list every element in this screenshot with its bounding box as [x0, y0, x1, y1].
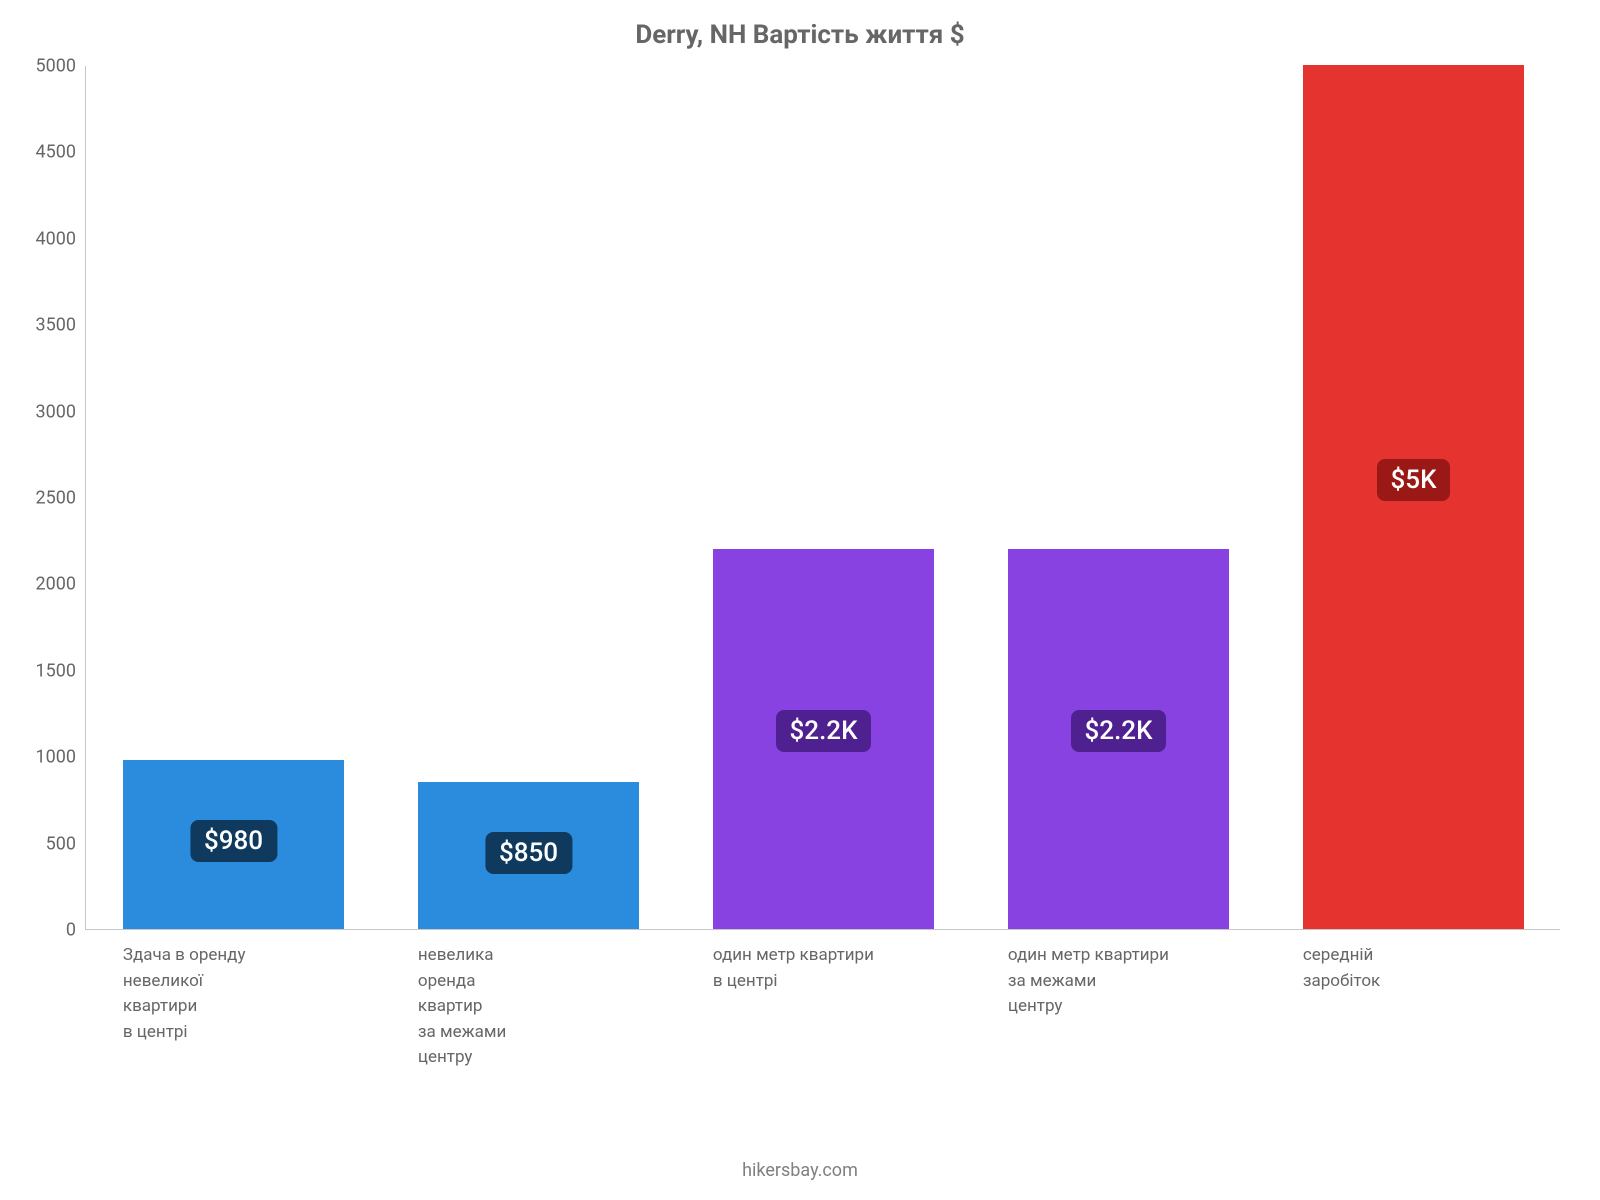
bar: $980	[123, 760, 344, 929]
bar: $850	[418, 782, 639, 929]
bar: $2.2K	[1008, 549, 1229, 929]
ytick-label: 2000	[36, 574, 86, 595]
xtick-label: один метр квартири за межами центру	[1008, 929, 1229, 1020]
xtick-label: один метр квартири в центрі	[713, 929, 934, 994]
cost-of-living-chart: Derry, NH Вартість життя $ 0500100015002…	[0, 0, 1600, 1200]
bar: $2.2K	[713, 549, 934, 929]
bar-value-label: $2.2K	[776, 710, 872, 752]
ytick-label: 1000	[36, 747, 86, 768]
chart-title: Derry, NH Вартість життя $	[0, 20, 1600, 50]
bar-value-label: $2.2K	[1071, 710, 1167, 752]
bar-value-label: $980	[190, 820, 277, 862]
xtick-label: Здача в оренду невеликої квартири в цент…	[123, 929, 344, 1045]
plot-area: 0500100015002000250030003500400045005000…	[85, 66, 1560, 930]
ytick-label: 3500	[36, 315, 86, 336]
ytick-label: 5000	[36, 56, 86, 77]
bar-value-label: $5K	[1377, 459, 1451, 501]
chart-footer: hikersbay.com	[0, 1160, 1600, 1181]
ytick-label: 2500	[36, 488, 86, 509]
ytick-label: 1500	[36, 660, 86, 681]
ytick-label: 500	[46, 833, 86, 854]
ytick-label: 4000	[36, 228, 86, 249]
bar-value-label: $850	[485, 832, 572, 874]
bar: $5K	[1303, 65, 1524, 929]
xtick-label: середній заробіток	[1303, 929, 1524, 994]
ytick-label: 4500	[36, 142, 86, 163]
ytick-label: 3000	[36, 401, 86, 422]
xtick-label: невелика оренда квартир за межами центру	[418, 929, 639, 1071]
ytick-label: 0	[66, 920, 86, 941]
